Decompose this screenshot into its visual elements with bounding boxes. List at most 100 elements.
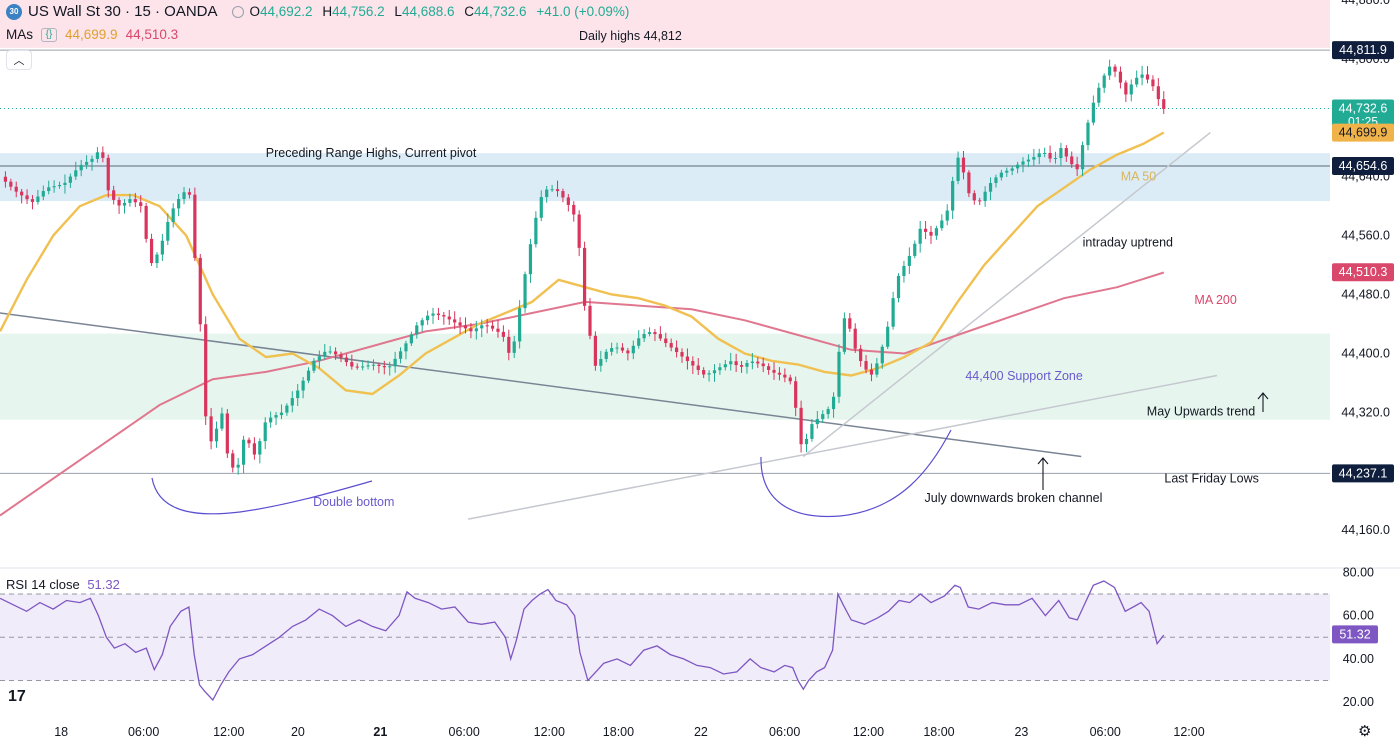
candle-body [20,191,24,196]
candle-body [442,315,446,317]
candle-body [674,347,679,353]
candle-body [393,358,397,367]
candle-body [523,274,527,309]
price-zones [0,0,1330,420]
candle-body [772,369,776,373]
rsi-panel [0,567,1400,702]
candle-body [398,351,403,359]
candle-body [978,200,982,202]
candle-body [1010,168,1014,171]
visibility-toggle-icon[interactable]: {} [41,27,57,42]
price-label-box [1332,156,1394,175]
candle-body [1129,84,1133,95]
symbol-badge[interactable]: 30 [6,3,22,20]
time-tick-label: 18 [54,725,68,739]
time-tick-label: 06:00 [1090,725,1121,739]
rounded-bottom-curve [760,429,952,518]
change-value: +41.0 (+0.09%) [536,4,630,19]
candle-body [382,365,386,368]
mas-legend[interactable]: MAs {} 44,699.9 44,510.3 [6,27,178,42]
candle-body [90,158,94,162]
candle-body [1097,87,1101,103]
candle-body [9,181,13,187]
candle-body [388,366,392,368]
candle-body [1091,102,1095,123]
candle-body [52,186,56,188]
label-double-bottom: Double bottom [313,495,394,509]
candle-body [913,243,917,256]
candle-body [588,305,592,336]
candle-body [1113,66,1117,72]
price-label-text: 44,732.6 [1339,102,1388,116]
candle-body [831,396,836,410]
candle-body [734,361,738,366]
time-axis[interactable]: 18 06:00 12:00 20 21 06:00 12:00 18:00 22 06:00 12… [54,725,1204,739]
candle-body [707,373,711,375]
candle-body [30,199,35,202]
high-label: H [322,4,333,19]
candle-body [972,193,976,201]
rsi-tick-label: 80.00 [1343,565,1374,579]
candle-body [620,347,625,351]
symbol-title[interactable]: US Wall St 30 · 15 · OANDA [28,3,218,20]
candle-body [463,325,468,329]
candle-body [328,351,332,353]
price-tick-label: 44,320.0 [1341,405,1390,419]
price-label-text: 44,811.9 [1339,43,1387,57]
candle-body [420,320,424,326]
candle-body [848,318,852,329]
candle-body [122,202,127,206]
candle-body [106,157,110,191]
candle-body [1151,79,1155,87]
tradingview-logo-icon[interactable]: 17 [8,688,26,705]
label-may-trend: May Upwards trend [1147,404,1255,418]
candle-body [139,202,143,207]
candle-body [821,414,825,420]
candle-body [815,419,819,425]
candle-body [610,348,614,352]
ma200-value: 44,510.3 [125,27,179,42]
ohlc-readout: O44,692.2 H44,756.2 L44,688.6 C44,732.6 … [250,4,630,19]
rsi-legend[interactable]: RSI 14 close 51.32 [6,577,120,592]
candle-body [14,186,18,192]
close-value: 44,732.6 [474,4,527,19]
candle-body [1102,75,1106,88]
candle-body [220,413,224,429]
candle-body [3,176,8,182]
candle-body [350,362,354,367]
candle-body [371,364,376,366]
candle-body [1070,156,1074,165]
candle-body [593,335,598,366]
candle-body [63,182,67,186]
low-value: 44,688.6 [401,4,455,19]
candle-body [1108,66,1112,76]
collapse-legend-button[interactable]: ︿ [6,50,32,70]
price-label-box [1332,99,1394,130]
candle-body [1140,74,1144,78]
candle-body [929,231,933,236]
candle-body [988,183,993,192]
candle-body [74,170,78,177]
candle-body [453,319,457,323]
candle-body [566,197,570,205]
candle-body [1005,170,1009,173]
candle-body [447,316,451,320]
candle-body [512,341,516,353]
candle-body [198,257,202,325]
candle-body [631,345,635,354]
candle-body [85,161,89,165]
rsi-tick-label: 60.00 [1343,609,1374,623]
candle-body [333,351,338,355]
candle-body [712,370,717,374]
price-tick-label: 44,560.0 [1341,229,1390,243]
time-tick-label: 12:00 [534,725,565,739]
candle-body [826,409,830,415]
candle-body [875,363,879,375]
ma50-value: 44,699.9 [65,27,118,42]
double-bottom-curve [151,477,373,515]
label-ma50: MA 50 [1121,169,1156,183]
gear-icon[interactable]: ⚙ [1358,723,1372,740]
candle-body [896,275,901,299]
candle-body [1156,86,1160,100]
